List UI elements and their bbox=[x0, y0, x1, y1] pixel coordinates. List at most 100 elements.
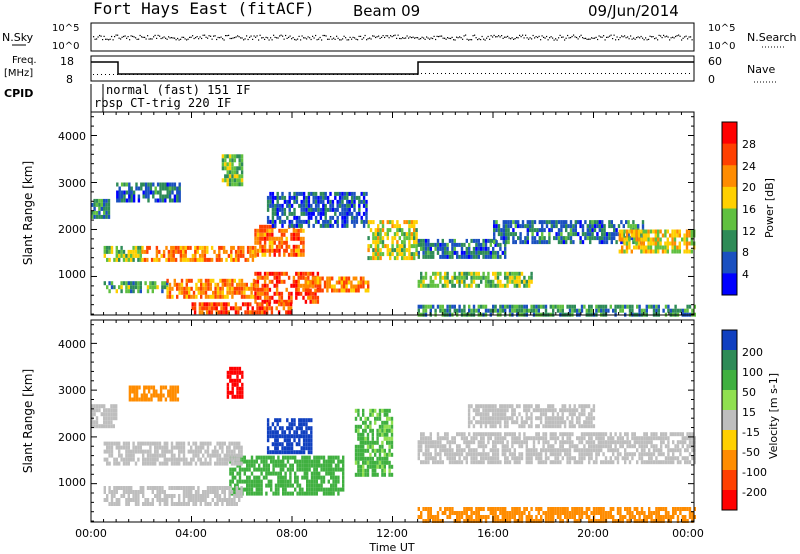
noise-point bbox=[162, 37, 164, 39]
echo-cell bbox=[308, 459, 311, 464]
echo-cell bbox=[362, 468, 365, 473]
echo-cell bbox=[288, 442, 291, 447]
echo-cell bbox=[649, 229, 653, 234]
echo-cell bbox=[645, 308, 648, 313]
echo-cell bbox=[512, 232, 515, 237]
echo-cell bbox=[614, 456, 617, 461]
echo-cell bbox=[206, 249, 209, 254]
echo-cell bbox=[115, 249, 118, 254]
echo-cell bbox=[366, 416, 370, 421]
echo-cell bbox=[408, 220, 411, 225]
echo-cell bbox=[343, 284, 346, 289]
echo-cell bbox=[290, 291, 293, 296]
echo-cell bbox=[230, 253, 233, 258]
echo-cell bbox=[504, 448, 507, 453]
echo-cell bbox=[610, 240, 613, 245]
noise-point bbox=[525, 34, 527, 36]
echo-cell bbox=[671, 245, 674, 250]
echo-cell bbox=[159, 194, 162, 199]
echo-cell bbox=[600, 308, 603, 313]
echo-cell bbox=[142, 182, 145, 187]
echo-cell bbox=[224, 166, 227, 171]
echo-cell bbox=[274, 450, 277, 455]
noise-point bbox=[409, 36, 411, 38]
echo-cell bbox=[432, 283, 435, 288]
echo-cell bbox=[429, 242, 432, 247]
echo-cell bbox=[573, 308, 576, 313]
echo-cell bbox=[199, 457, 202, 462]
echo-cell bbox=[493, 236, 496, 241]
echo-cell bbox=[305, 203, 308, 208]
nave-point bbox=[445, 73, 446, 74]
echo-cell bbox=[432, 242, 435, 247]
noise-point bbox=[678, 34, 680, 36]
echo-cell bbox=[201, 310, 204, 315]
echo-cell bbox=[346, 219, 349, 224]
echo-cell bbox=[270, 487, 273, 492]
echo-cell bbox=[307, 211, 311, 216]
echo-cell bbox=[167, 253, 171, 258]
nave-point bbox=[649, 73, 650, 74]
echo-cell bbox=[480, 304, 483, 309]
echo-cell bbox=[233, 278, 236, 283]
echo-cell bbox=[173, 445, 176, 450]
echo-cell bbox=[429, 246, 432, 251]
echo-cell bbox=[367, 220, 370, 225]
echo-cell bbox=[316, 295, 320, 300]
echo-cell bbox=[135, 393, 139, 398]
echo-cell bbox=[588, 448, 591, 453]
echo-cell bbox=[350, 280, 353, 285]
noise-point bbox=[490, 35, 492, 37]
echo-cell bbox=[453, 242, 456, 247]
noise-point bbox=[111, 35, 113, 38]
echo-cell bbox=[238, 286, 241, 291]
echo-cell bbox=[622, 232, 625, 237]
echo-cell bbox=[274, 442, 277, 447]
echo-cell bbox=[664, 456, 668, 461]
echo-cell bbox=[226, 461, 229, 466]
echo-cell bbox=[436, 440, 440, 445]
echo-cell bbox=[305, 446, 308, 451]
echo-cell bbox=[311, 284, 315, 289]
echo-cell bbox=[389, 248, 392, 253]
echo-cell bbox=[360, 219, 363, 224]
echo-cell bbox=[420, 460, 423, 465]
echo-cell bbox=[238, 457, 241, 462]
echo-cell bbox=[657, 233, 660, 238]
echo-cell bbox=[475, 448, 478, 453]
noise-point bbox=[511, 37, 513, 39]
echo-cell bbox=[234, 475, 237, 480]
echo-cell bbox=[378, 408, 382, 413]
echo-cell bbox=[520, 444, 524, 449]
echo-cell bbox=[154, 190, 157, 195]
echo-cell bbox=[173, 182, 177, 187]
echo-cell bbox=[271, 244, 274, 249]
noise-point bbox=[636, 37, 638, 39]
noise-point bbox=[255, 36, 257, 38]
echo-cell bbox=[369, 452, 372, 457]
echo-cell bbox=[494, 254, 497, 259]
echo-cell bbox=[674, 432, 677, 437]
echo-cell bbox=[310, 479, 314, 484]
cpid-label: CPID bbox=[4, 87, 33, 100]
echo-cell bbox=[120, 453, 123, 458]
echo-cell bbox=[115, 502, 118, 506]
echo-cell bbox=[240, 286, 244, 291]
echo-cell bbox=[678, 249, 681, 254]
echo-cell bbox=[371, 472, 374, 477]
echo-cell bbox=[436, 271, 440, 276]
echo-cell bbox=[125, 449, 128, 454]
echo-cell bbox=[103, 424, 106, 429]
echo-cell bbox=[541, 232, 544, 237]
noise-point bbox=[558, 37, 560, 39]
echo-cell bbox=[271, 434, 275, 439]
echo-cell bbox=[132, 445, 135, 450]
echo-cell bbox=[525, 456, 528, 461]
echo-cell bbox=[330, 467, 333, 472]
echo-cell bbox=[561, 436, 564, 441]
echo-cell bbox=[518, 275, 521, 280]
echo-cell bbox=[182, 445, 186, 450]
echo-cell bbox=[149, 461, 152, 466]
echo-cell bbox=[484, 308, 488, 313]
echo-cell bbox=[127, 441, 130, 446]
